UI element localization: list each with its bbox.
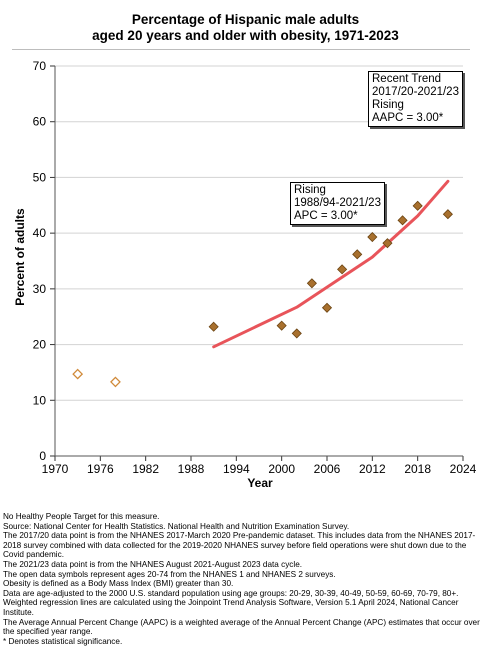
plot-area — [55, 66, 463, 456]
recent-trend-line-4: AAPC = 3.00* — [372, 112, 444, 124]
x-tick-label: 2000 — [268, 462, 295, 476]
y-axis-label: Percent of adults — [13, 208, 27, 306]
data-point — [352, 249, 363, 260]
title-divider — [12, 49, 470, 50]
footnote: The 2021/23 data point is from the NHANE… — [3, 559, 303, 569]
chart-title: Percentage of Hispanic male adults — [131, 12, 360, 27]
data-point — [397, 215, 408, 226]
recent-trend-annotation: Recent Trend 2017/20-2021/23 Rising AAPC… — [368, 71, 463, 127]
y-tick-label: 70 — [33, 59, 47, 73]
data-point — [412, 200, 423, 211]
recent-trend-line-3: Rising — [372, 99, 404, 111]
footnotes: No Healthy People Target for this measur… — [3, 512, 489, 646]
x-axis-label: Year — [247, 476, 273, 490]
x-tick-label: 1988 — [178, 462, 205, 476]
footnote: Source: National Center for Health Stati… — [3, 521, 350, 531]
x-tick-label: 2018 — [404, 462, 431, 476]
y-tick-label: 10 — [33, 393, 47, 407]
data-point — [306, 278, 317, 289]
data-point — [291, 328, 302, 339]
chart-subtitle: aged 20 years and older with obesity, 19… — [92, 28, 399, 43]
y-tick-label: 40 — [33, 226, 47, 240]
footnote: * Denotes statistical significance. — [3, 636, 123, 646]
data-point — [337, 264, 348, 275]
x-tick-label: 1982 — [132, 462, 159, 476]
footnote: Weighted regression lines are calculated… — [3, 598, 459, 617]
overall-trend-annotation: Rising 1988/94-2021/23 APC = 3.00* — [290, 182, 385, 225]
x-tick-label: 1994 — [223, 462, 250, 476]
data-point — [382, 238, 393, 249]
y-tick-label: 50 — [33, 170, 47, 184]
obesity-chart: 0 10 20 30 40 50 60 70 1970 1976 1982 1988 1994 2000 2… — [33, 59, 477, 476]
y-tick-label: 0 — [39, 449, 46, 463]
overall-trend-line-3: APC = 3.00* — [294, 210, 358, 222]
x-tick-label: 1970 — [42, 462, 69, 476]
footnote: Data are age-adjusted to the 2000 U.S. s… — [3, 588, 459, 598]
data-point — [442, 209, 453, 220]
x-tick-label: 2024 — [450, 462, 477, 476]
x-tick-label: 2006 — [314, 462, 341, 476]
footnote: No Healthy People Target for this measur… — [3, 512, 160, 521]
footnote: The 2017/20 data point is from the NHANE… — [3, 531, 476, 560]
data-point — [367, 231, 378, 243]
x-tick-label: 1976 — [87, 462, 114, 476]
data-point — [276, 320, 287, 331]
footnote: The open data symbols represent ages 20-… — [3, 569, 336, 579]
data-point — [208, 321, 219, 332]
footnote: The Average Annual Percent Change (AAPC)… — [3, 617, 480, 637]
y-tick-label: 30 — [33, 282, 47, 296]
hollow-data-point — [110, 376, 121, 388]
footnote: Obesity is defined as a Body Mass Index … — [3, 579, 234, 589]
overall-trend-line-2: 1988/94-2021/23 — [294, 197, 381, 209]
y-tick-label: 60 — [33, 115, 47, 129]
trend-line — [212, 179, 450, 349]
y-tick-label: 20 — [33, 338, 47, 352]
recent-trend-line-2: 2017/20-2021/23 — [372, 86, 459, 98]
overall-trend-line-1: Rising — [294, 184, 326, 196]
recent-trend-line-1: Recent Trend — [372, 73, 442, 85]
data-point — [321, 302, 333, 313]
hollow-data-point — [72, 368, 84, 380]
x-tick-label: 2012 — [359, 462, 386, 476]
